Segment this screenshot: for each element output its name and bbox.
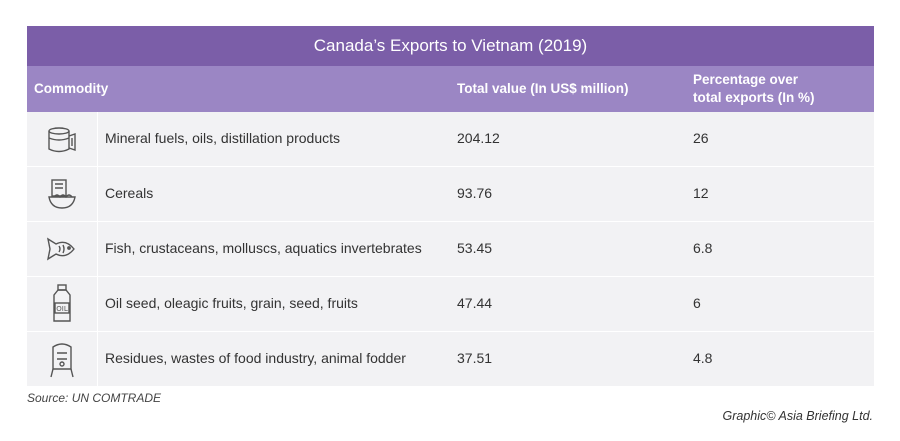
commodity-name: Cereals	[105, 185, 154, 201]
total-value: 204.12	[457, 130, 500, 146]
fish-icon	[46, 237, 75, 261]
percentage-value: 6.8	[693, 240, 713, 256]
export-table: Canada’s Exports to Vietnam (2019) Commo…	[27, 26, 874, 387]
commodity-name: Oil seed, oleagic fruits, grain, seed, f…	[105, 295, 358, 311]
total-value: 93.76	[457, 185, 493, 201]
header-percentage-line2: total exports (In %)	[693, 90, 815, 105]
percentage-value: 26	[693, 130, 709, 146]
percentage-value: 4.8	[693, 350, 713, 366]
percentage-value: 12	[693, 185, 709, 201]
oil-bottle-icon: OIL	[53, 284, 71, 322]
header-percentage: Percentage over total exports (In %)	[693, 71, 863, 107]
table-row: Mineral fuels, oils, distillation produc…	[27, 112, 874, 167]
cereal-bowl-icon	[48, 179, 76, 209]
table-row: Residues, wastes of food industry, anima…	[27, 332, 874, 387]
commodity-name: Residues, wastes of food industry, anima…	[105, 350, 406, 366]
row-icon-cell	[27, 222, 98, 276]
table-title: Canada’s Exports to Vietnam (2019)	[27, 26, 874, 66]
commodity-name: Fish, crustaceans, molluscs, aquatics in…	[105, 240, 422, 256]
graphic-credit: Graphic© Asia Briefing Ltd.	[722, 409, 873, 423]
table-header: Commodity Total value (In US$ million) P…	[27, 66, 874, 112]
source-note: Source: UN COMTRADE	[27, 391, 162, 405]
oil-label: OIL	[56, 305, 68, 313]
fodder-silo-icon	[50, 343, 74, 378]
header-commodity: Commodity	[34, 81, 109, 96]
commodity-name: Mineral fuels, oils, distillation produc…	[105, 130, 340, 146]
table-row: Cereals 93.76 12	[27, 167, 874, 222]
total-value: 37.51	[457, 350, 493, 366]
header-total-value: Total value (In US$ million)	[457, 81, 629, 96]
row-icon-cell	[27, 332, 98, 386]
oil-barrel-icon	[48, 127, 76, 153]
total-value: 47.44	[457, 295, 493, 311]
table-body: Mineral fuels, oils, distillation produc…	[27, 112, 874, 387]
header-percentage-line1: Percentage over	[693, 72, 799, 87]
percentage-value: 6	[693, 295, 701, 311]
row-icon-cell	[27, 167, 98, 221]
table-row: Fish, crustaceans, molluscs, aquatics in…	[27, 222, 874, 277]
table-row: OIL Oil seed, oleagic fruits, grain, see…	[27, 277, 874, 332]
table-title-text: Canada’s Exports to Vietnam (2019)	[313, 36, 588, 55]
row-icon-cell	[27, 112, 98, 166]
row-icon-cell: OIL	[27, 277, 98, 331]
total-value: 53.45	[457, 240, 493, 256]
